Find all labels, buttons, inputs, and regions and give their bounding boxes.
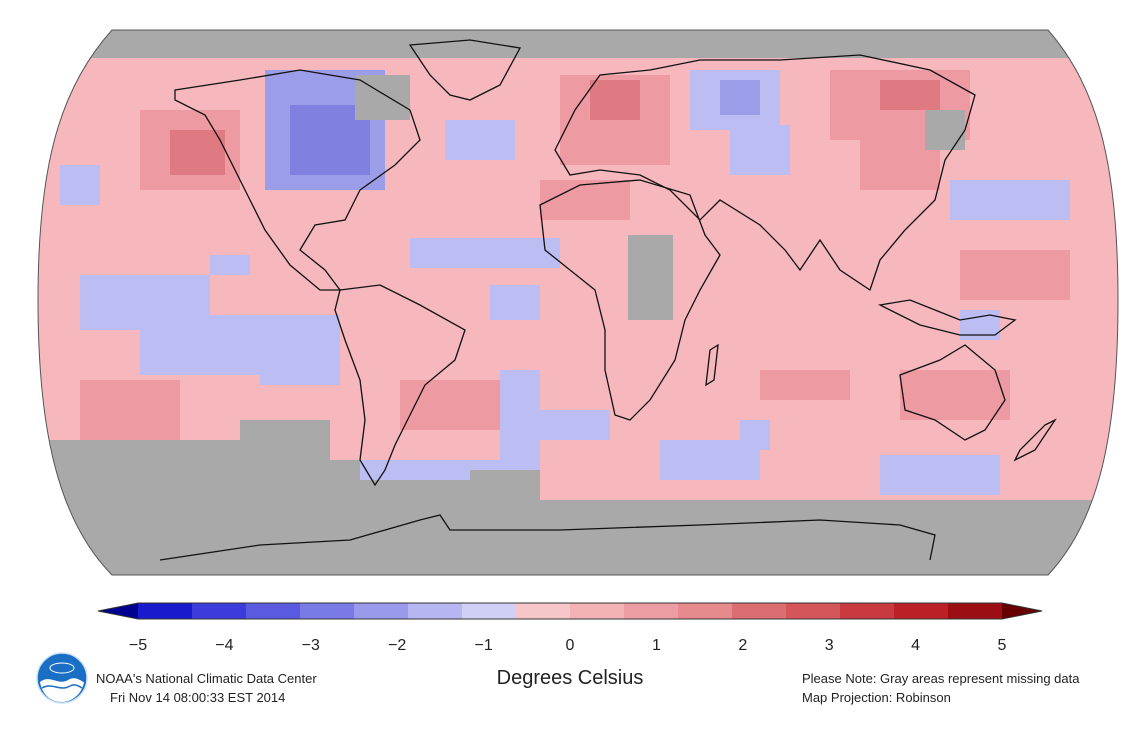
noaa-logo — [36, 652, 88, 704]
colorbar-segment — [624, 603, 679, 619]
colorbar-segment — [462, 603, 517, 619]
colorbar-tick-label: −2 — [388, 637, 406, 654]
colorbar-segment — [786, 603, 841, 619]
colorbar-min-arrow — [98, 603, 138, 619]
missing-data-note: Please Note: Gray areas represent missin… — [802, 671, 1080, 686]
colorbar-segments — [97, 602, 1043, 620]
colorbar-segment — [732, 603, 787, 619]
colorbar-ticks: −5 −4 −3 −2 −1 0 1 2 3 4 5 — [129, 637, 1007, 654]
missing-region-arctic — [38, 30, 1118, 58]
colorbar-segment — [408, 603, 463, 619]
coastlines — [159, 39, 1057, 561]
colorbar-segment — [300, 603, 355, 619]
colorbar-segment — [678, 603, 733, 619]
colorbar-tick-label: 2 — [738, 637, 747, 654]
colorbar-tick-label: 3 — [825, 637, 834, 654]
colorbar-tick-label: 1 — [652, 637, 661, 654]
colorbar-tick-label: −3 — [302, 637, 320, 654]
colorbar-segment — [840, 603, 895, 619]
colorbar-units-label: Degrees Celsius — [496, 667, 644, 689]
colorbar-tick-label: 5 — [998, 637, 1007, 654]
colorbar-max-arrow — [1002, 603, 1042, 619]
colorbar-tick-label: 4 — [911, 637, 920, 654]
colorbar-segment — [516, 603, 571, 619]
colorbar-segment — [894, 603, 949, 619]
colorbar-tick-label: −1 — [474, 637, 492, 654]
missing-region-africa — [628, 235, 673, 320]
warm-anomaly-regions — [80, 70, 1070, 440]
colorbar-segment — [948, 603, 1003, 619]
projection-label: Map Projection: Robinson — [802, 690, 951, 705]
colorbar-tick-label: 0 — [566, 637, 575, 654]
colorbar-segment — [138, 603, 193, 619]
colorbar-tick-label: −4 — [215, 637, 233, 654]
map-outline — [37, 29, 1119, 576]
colorbar-segment — [570, 603, 625, 619]
credit-timestamp: Fri Nov 14 08:00:33 EST 2014 — [110, 690, 286, 705]
colorbar-tick-label: −5 — [129, 637, 147, 654]
colorbar-segment — [354, 603, 409, 619]
colorbar-outline — [97, 602, 1043, 620]
colorbar-segment — [246, 603, 301, 619]
missing-region-japan-sea — [925, 110, 965, 150]
colorbar-segment — [192, 603, 247, 619]
credit-org: NOAA's National Climatic Data Center — [96, 671, 317, 686]
